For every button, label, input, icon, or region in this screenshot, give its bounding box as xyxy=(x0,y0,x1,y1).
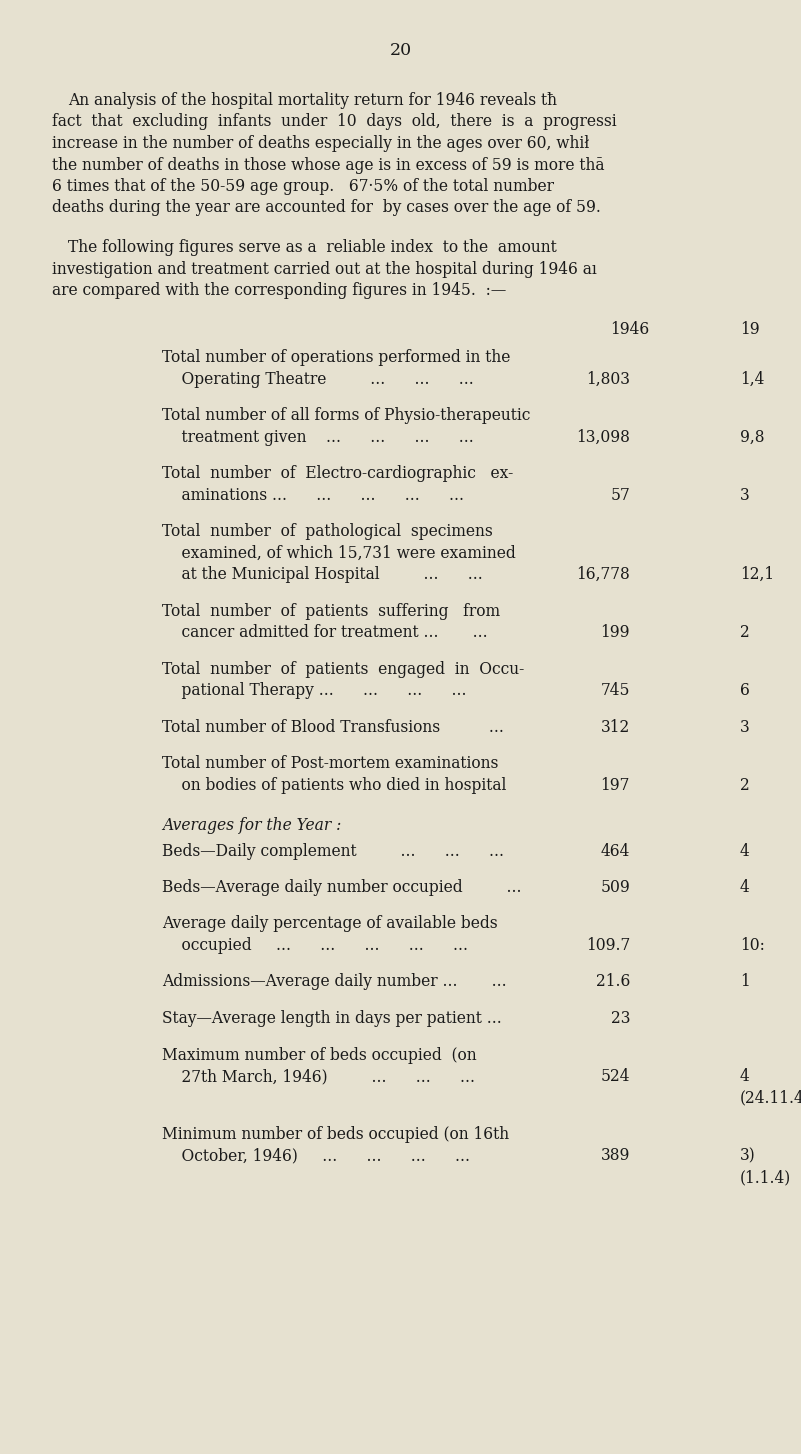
Text: deaths during the year are accounted for  by cases over the age of 59.: deaths during the year are accounted for… xyxy=(52,199,601,217)
Text: The following figures serve as a  reliable index  to the  amount: The following figures serve as a reliabl… xyxy=(68,238,557,256)
Text: 13,098: 13,098 xyxy=(576,429,630,445)
Text: Operating Theatre         ...      ...      ...: Operating Theatre ... ... ... xyxy=(162,371,473,388)
Text: (1.1.4): (1.1.4) xyxy=(740,1169,791,1186)
Text: pational Therapy ...      ...      ...      ...: pational Therapy ... ... ... ... xyxy=(162,682,466,699)
Text: 21.6: 21.6 xyxy=(596,974,630,990)
Text: treatment given    ...      ...      ...      ...: treatment given ... ... ... ... xyxy=(162,429,473,445)
Text: the number of deaths in those whose age is in excess of 59 is more thā: the number of deaths in those whose age … xyxy=(52,157,605,173)
Text: 9,8: 9,8 xyxy=(740,429,764,445)
Text: 57: 57 xyxy=(610,487,630,503)
Text: 509: 509 xyxy=(600,880,630,896)
Text: increase in the number of deaths especially in the ages over 60, whił: increase in the number of deaths especia… xyxy=(52,135,590,153)
Text: October, 1946)     ...      ...      ...      ...: October, 1946) ... ... ... ... xyxy=(162,1147,470,1165)
Text: Admissions—Average daily number ...       ...: Admissions—Average daily number ... ... xyxy=(162,974,506,990)
Text: Total number of Post-mortem examinations: Total number of Post-mortem examinations xyxy=(162,755,498,772)
Text: fact  that  excluding  infants  under  10  days  old,  there  is  a  progressi: fact that excluding infants under 10 day… xyxy=(52,113,617,131)
Text: Average daily percentage of available beds: Average daily percentage of available be… xyxy=(162,916,497,932)
Text: Averages for the Year :: Averages for the Year : xyxy=(162,817,341,835)
Text: are compared with the corresponding figures in 1945.  :—: are compared with the corresponding figu… xyxy=(52,282,506,300)
Text: 199: 199 xyxy=(601,624,630,641)
Text: 312: 312 xyxy=(601,718,630,736)
Text: 4: 4 xyxy=(740,1069,750,1085)
Text: Total  number  of  patients  suffering   from: Total number of patients suffering from xyxy=(162,602,500,619)
Text: 109.7: 109.7 xyxy=(586,936,630,954)
Text: 197: 197 xyxy=(601,776,630,794)
Text: Total  number  of  patients  engaged  in  Occu-: Total number of patients engaged in Occu… xyxy=(162,660,524,678)
Text: examined, of which 15,731 were examined: examined, of which 15,731 were examined xyxy=(162,544,516,561)
Text: 16,778: 16,778 xyxy=(576,566,630,583)
Text: 6 times that of the 50-59 age group.   67·5% of the total number: 6 times that of the 50-59 age group. 67·… xyxy=(52,177,554,195)
Text: 389: 389 xyxy=(601,1147,630,1165)
Text: 4: 4 xyxy=(740,842,750,859)
Text: on bodies of patients who died in hospital: on bodies of patients who died in hospit… xyxy=(162,776,506,794)
Text: Total number of operations performed in the: Total number of operations performed in … xyxy=(162,349,510,366)
Text: cancer admitted for treatment ...       ...: cancer admitted for treatment ... ... xyxy=(162,624,488,641)
Text: 27th March, 1946)         ...      ...      ...: 27th March, 1946) ... ... ... xyxy=(162,1069,475,1085)
Text: 3: 3 xyxy=(740,718,750,736)
Text: at the Municipal Hospital         ...      ...: at the Municipal Hospital ... ... xyxy=(162,566,483,583)
Text: occupied     ...      ...      ...      ...      ...: occupied ... ... ... ... ... xyxy=(162,936,468,954)
Text: 3: 3 xyxy=(740,487,750,503)
Text: 1,803: 1,803 xyxy=(586,371,630,388)
Text: 2: 2 xyxy=(740,776,750,794)
Text: Maximum number of beds occupied  (on: Maximum number of beds occupied (on xyxy=(162,1047,477,1063)
Text: 23: 23 xyxy=(610,1011,630,1027)
Text: An analysis of the hospital mortality return for 1946 reveals tħ: An analysis of the hospital mortality re… xyxy=(68,92,557,109)
Text: 3): 3) xyxy=(740,1147,756,1165)
Text: investigation and treatment carried out at the hospital during 1946 aı: investigation and treatment carried out … xyxy=(52,260,597,278)
Text: 2: 2 xyxy=(740,624,750,641)
Text: 1946: 1946 xyxy=(610,321,650,339)
Text: 10:: 10: xyxy=(740,936,765,954)
Text: 20: 20 xyxy=(390,42,412,60)
Text: Stay—Average length in days per patient ...: Stay—Average length in days per patient … xyxy=(162,1011,501,1027)
Text: 745: 745 xyxy=(601,682,630,699)
Text: 524: 524 xyxy=(601,1069,630,1085)
Text: aminations ...      ...      ...      ...      ...: aminations ... ... ... ... ... xyxy=(162,487,464,503)
Text: 6: 6 xyxy=(740,682,750,699)
Text: 4: 4 xyxy=(740,880,750,896)
Text: 1: 1 xyxy=(740,974,750,990)
Text: 19: 19 xyxy=(740,321,759,339)
Text: Total  number  of  Electro-cardiographic   ex-: Total number of Electro-cardiographic ex… xyxy=(162,465,513,481)
Text: Total number of Blood Transfusions          ...: Total number of Blood Transfusions ... xyxy=(162,718,504,736)
Text: Total number of all forms of Physio-therapeutic: Total number of all forms of Physio-ther… xyxy=(162,407,530,425)
Text: Total  number  of  pathological  specimens: Total number of pathological specimens xyxy=(162,523,493,539)
Text: 12,1: 12,1 xyxy=(740,566,774,583)
Text: Beds—Average daily number occupied         ...: Beds—Average daily number occupied ... xyxy=(162,880,521,896)
Text: 464: 464 xyxy=(601,842,630,859)
Text: (24.11.4): (24.11.4) xyxy=(740,1089,801,1106)
Text: Beds—Daily complement         ...      ...      ...: Beds—Daily complement ... ... ... xyxy=(162,842,504,859)
Text: Minimum number of beds occupied (on 16th: Minimum number of beds occupied (on 16th xyxy=(162,1125,509,1143)
Text: 1,4: 1,4 xyxy=(740,371,764,388)
